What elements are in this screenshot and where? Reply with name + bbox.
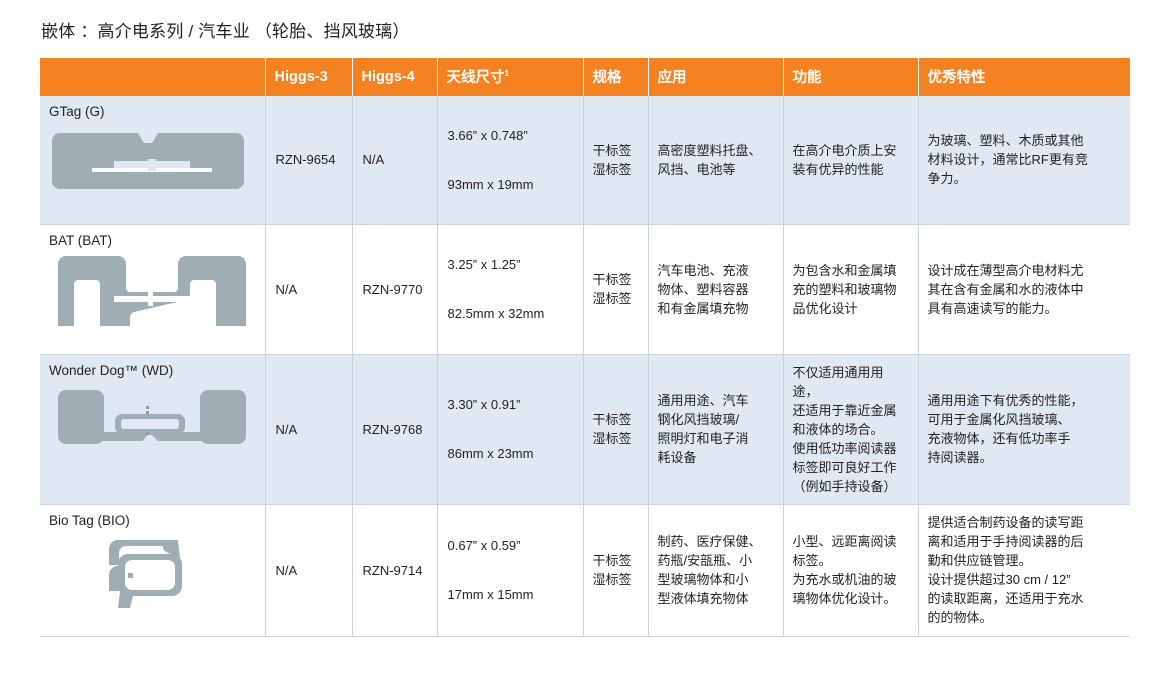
biotag-inlay-icon — [49, 530, 256, 620]
application-text: 汽车电池、充液 物体、塑料容器 和有金属填充物 — [657, 262, 749, 316]
cell-model: Bio Tag (BIO) — [40, 504, 266, 637]
cell-application: 制药、医疗保健、 药瓶/安瓿瓶、小 型玻璃物体和小 型液体填充物体 — [648, 504, 784, 637]
cell-antenna-size: 3.30” x 0.91” 86mm x 23mm — [437, 354, 584, 505]
column-header-antenna-size: 天线尺寸1 — [436, 58, 584, 96]
page-title: 嵌体 ：高介电系列 / 汽车业 （轮胎、挡风玻璃） — [41, 22, 410, 41]
cell-function: 小型、远距离阅读 标签。 为充水或机油的玻 璃物体优化设计。 — [783, 504, 919, 637]
gtag-inlay-icon — [49, 121, 256, 201]
cell-antenna-size: 0.67” x 0.59” 17mm x 15mm — [437, 504, 584, 637]
spec-text: 干标签 湿标签 — [592, 412, 632, 446]
cell-higgs4: RZN-9770 — [352, 224, 438, 355]
cell-function: 在高介电介质上安 装有优异的性能 — [783, 96, 919, 225]
application-text: 制药、医疗保健、 药瓶/安瓿瓶、小 型玻璃物体和小 型液体填充物体 — [657, 534, 762, 606]
cell-features: 通用用途下有优秀的性能， 可用于金属化风挡玻璃、 充液物体，还有低功率手 持阅读… — [918, 354, 1130, 505]
column-header-higgs3: Higgs-3 — [264, 58, 353, 96]
model-name: BAT (BAT) — [49, 232, 113, 248]
column-header-higgs4: Higgs-4 — [351, 58, 438, 96]
cell-function: 为包含水和金属填 充的塑料和玻璃物 品优化设计 — [783, 224, 919, 355]
size-mm: 17mm x 15mm — [447, 587, 534, 602]
column-header-features: 优秀特性 — [917, 58, 1130, 96]
column-header-spec: 规格 — [582, 58, 649, 96]
model-name: Wonder Dog™ (WD) — [49, 362, 174, 378]
cell-features: 为玻璃、塑料、木质或其他 材料设计，通常比RF更有竞 争力。 — [918, 96, 1130, 225]
application-text: 通用用途、汽车 钢化风挡玻璃/ 照明灯和电子消 耗设备 — [657, 393, 749, 465]
cell-spec: 干标签 湿标签 — [583, 96, 649, 225]
cell-higgs4: RZN-9714 — [352, 504, 438, 637]
spec-text: 干标签 湿标签 — [592, 272, 632, 306]
cell-features: 设计成在薄型高介电材料尤 其在含有金属和水的液体中 具有高速读写的能力。 — [918, 224, 1130, 355]
cell-higgs3: RZN-9654 — [265, 96, 353, 225]
antenna-size-footnote-marker: 1 — [504, 69, 509, 79]
column-header-application: 应用 — [647, 58, 784, 96]
cell-application: 通用用途、汽车 钢化风挡玻璃/ 照明灯和电子消 耗设备 — [648, 354, 784, 505]
cell-higgs4: N/A — [352, 96, 438, 225]
cell-application: 汽车电池、充液 物体、塑料容器 和有金属填充物 — [648, 224, 784, 355]
column-header-model — [40, 58, 266, 96]
table-row: Wonder Dog™ (WD) — [40, 354, 1130, 505]
features-text: 设计成在薄型高介电材料尤 其在含有金属和水的液体中 具有高速读写的能力。 — [927, 262, 1084, 316]
application-text: 高密度塑料托盘、 风挡、电池等 — [657, 142, 762, 177]
features-text: 提供适合制药设备的读写距 离和适用于手持阅读器的后 勤和供应链管理。 设计提供超… — [927, 515, 1084, 625]
size-inches: 3.30” x 0.91” — [447, 397, 521, 412]
model-name: Bio Tag (BIO) — [49, 512, 130, 528]
cell-model: Wonder Dog™ (WD) — [40, 354, 266, 505]
spec-table-container: Higgs-3 Higgs-4 天线尺寸1 规格 应用 功能 优秀特性 GTag… — [40, 58, 1130, 637]
cell-spec: 干标签 湿标签 — [583, 354, 649, 505]
cell-antenna-size: 3.66” x 0.748” 93mm x 19mm — [437, 96, 584, 225]
antenna-size-label: 天线尺寸 — [446, 70, 505, 86]
model-name: GTag (G) — [49, 104, 105, 119]
cell-spec: 干标签 湿标签 — [583, 224, 649, 355]
function-text: 为包含水和金属填 充的塑料和玻璃物 品优化设计 — [792, 262, 897, 316]
table-row: Bio Tag (BIO) — [40, 504, 1130, 637]
cell-features: 提供适合制药设备的读写距 离和适用于手持阅读器的后 勤和供应链管理。 设计提供超… — [918, 504, 1130, 637]
function-text: 在高介电介质上安 装有优异的性能 — [792, 142, 897, 177]
wonderdog-inlay-icon — [49, 380, 256, 460]
cell-antenna-size: 3.25” x 1.25” 82.5mm x 32mm — [437, 224, 584, 355]
spec-text: 干标签 湿标签 — [592, 142, 632, 177]
table-body: GTag (G) RZN-9654 N/A — [40, 96, 1130, 637]
spec-text: 干标签 湿标签 — [592, 553, 632, 587]
cell-spec: 干标签 湿标签 — [583, 504, 649, 637]
column-header-function: 功能 — [782, 58, 919, 96]
function-text: 不仅适用通用用途， 还适用于靠近金属 和液体的场合。 使用低功率阅读器 标签即可… — [792, 364, 897, 494]
features-text: 为玻璃、塑料、木质或其他 材料设计，通常比RF更有竞 争力。 — [927, 133, 1088, 187]
cell-higgs3: N/A — [265, 504, 353, 637]
table-row: BAT (BAT) N/A RZN-9770 3.25” x 1.25” — [40, 224, 1130, 355]
size-mm: 93mm x 19mm — [447, 176, 534, 192]
size-mm: 82.5mm x 32mm — [447, 306, 545, 321]
function-text: 小型、远距离阅读 标签。 为充水或机油的玻 璃物体优化设计。 — [792, 534, 897, 606]
table-header-row: Higgs-3 Higgs-4 天线尺寸1 规格 应用 功能 优秀特性 — [40, 58, 1130, 96]
size-inches: 3.66” x 0.748” — [447, 127, 528, 143]
cell-model: BAT (BAT) — [40, 224, 266, 355]
cell-model: GTag (G) — [40, 96, 266, 225]
spec-table: Higgs-3 Higgs-4 天线尺寸1 规格 应用 功能 优秀特性 GTag… — [40, 58, 1130, 637]
table-header: Higgs-3 Higgs-4 天线尺寸1 规格 应用 功能 优秀特性 — [40, 58, 1130, 96]
size-mm: 86mm x 23mm — [447, 446, 534, 461]
cell-higgs3: N/A — [265, 354, 353, 505]
cell-application: 高密度塑料托盘、 风挡、电池等 — [648, 96, 784, 225]
table-row: GTag (G) RZN-9654 N/A — [40, 96, 1130, 225]
size-inches: 3.25” x 1.25” — [447, 257, 521, 272]
cell-higgs4: RZN-9768 — [352, 354, 438, 505]
cell-higgs3: N/A — [265, 224, 353, 355]
cell-function: 不仅适用通用用途， 还适用于靠近金属 和液体的场合。 使用低功率阅读器 标签即可… — [783, 354, 919, 505]
features-text: 通用用途下有优秀的性能， 可用于金属化风挡玻璃、 充液物体，还有低功率手 持阅读… — [927, 393, 1084, 465]
bat-inlay-icon — [49, 250, 256, 334]
size-inches: 0.67” x 0.59” — [447, 538, 521, 553]
